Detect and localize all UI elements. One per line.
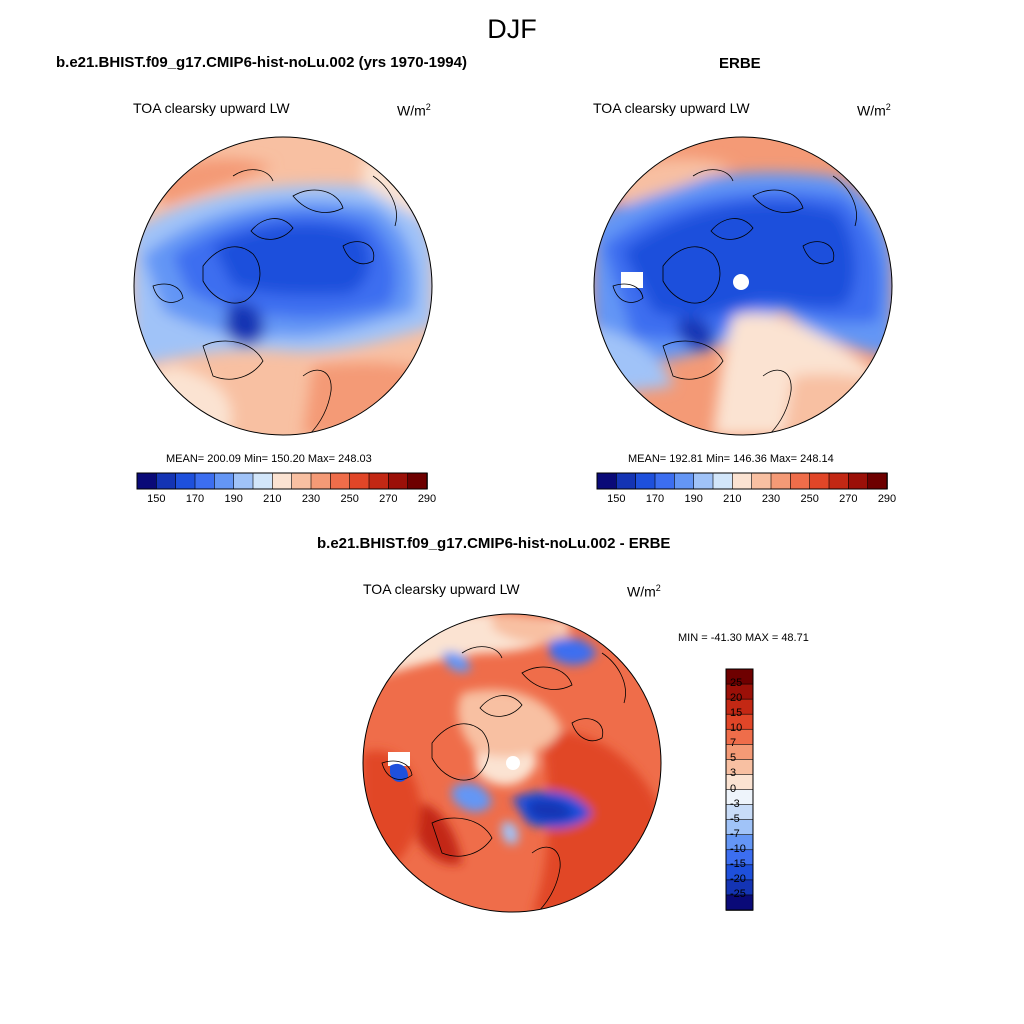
- panel-model-title: b.e21.BHIST.f09_g17.CMIP6-hist-noLu.002 …: [56, 54, 467, 71]
- panel-obs-colorbar-swatch: [674, 472, 695, 490]
- panel-obs-colorbar-swatch: [790, 472, 811, 490]
- panel-obs-colorbar-swatch: [770, 472, 792, 490]
- panel-diff-colorbar-tick-label: -3: [730, 797, 740, 810]
- panel-model-unit: W/m2: [397, 102, 431, 119]
- panel-obs-colorbar-swatch: [867, 472, 888, 490]
- panel-model-colorbar-tick-label: 170: [185, 493, 205, 505]
- panel-model-colorbar-swatch: [388, 472, 409, 490]
- panel-diff-map: [362, 613, 662, 913]
- panel-obs-colorbar-tick-label: 210: [723, 493, 742, 505]
- panel-model-colorbar-tick-label: 150: [147, 493, 166, 505]
- panel-diff-colorbar-tick-label: 10: [730, 722, 743, 735]
- panel-model-colorbar-swatch: [368, 472, 390, 490]
- panel-obs-colorbar-swatch: [809, 472, 830, 490]
- panel-obs-variable: TOA clearsky upward LW: [593, 100, 750, 116]
- panel-model-colorbar-swatch: [407, 472, 428, 490]
- panel-obs-colorbar-tick-label: 290: [877, 493, 897, 505]
- panel-model-colorbar-tick-label: 290: [417, 493, 437, 505]
- panel-diff-colorbar-tick-label: -10: [730, 842, 746, 855]
- panel-diff-colorbar-tick-label: 3: [730, 767, 737, 780]
- panel-obs-colorbar-tick-label: 250: [800, 493, 819, 505]
- panel-obs-colorbar-swatch: [616, 472, 637, 490]
- panel-model-colorbar-swatch: [156, 472, 177, 490]
- panel-obs-colorbar-swatch: [693, 472, 714, 490]
- panel-model-stats: MEAN= 200.09 Min= 150.20 Max= 248.03: [166, 453, 372, 465]
- panel-obs-colorbar-tick-label: 150: [607, 493, 626, 505]
- panel-model-colorbar-swatch: [310, 472, 332, 490]
- panel-model-map: [133, 136, 433, 436]
- panel-model-colorbar-tick-label: 230: [301, 493, 321, 505]
- main-title: DJF: [487, 14, 537, 44]
- panel-obs-colorbar-tick-label: 230: [761, 493, 781, 505]
- panel-obs-colorbar-swatch: [751, 472, 772, 490]
- panel-obs-colorbar-swatch: [596, 472, 618, 490]
- panel-obs-colorbar-tick-label: 270: [839, 493, 858, 505]
- panel-obs-colorbar-swatch: [828, 472, 850, 490]
- panel-diff-colorbar-tick-label: 25: [730, 677, 743, 690]
- panel-diff-colorbar-tick-label: -15: [730, 857, 746, 870]
- panel-obs-colorbar-swatch: [848, 472, 869, 490]
- panel-obs-colorbar-swatch: [712, 472, 734, 490]
- panel-model-colorbar-swatch: [194, 472, 216, 490]
- panel-model-colorbar-tick-label: 190: [224, 493, 243, 505]
- panel-diff-colorbar-tick-label: -20: [730, 872, 746, 885]
- panel-model-colorbar-swatch: [175, 472, 196, 490]
- panel-obs-colorbar: [596, 472, 888, 490]
- panel-diff-colorbar-tick-label: -7: [730, 827, 740, 840]
- panel-model-colorbar-swatch: [330, 472, 351, 490]
- panel-diff-colorbar: [725, 668, 754, 911]
- panel-diff-colorbar-tick-label: 20: [730, 692, 743, 705]
- panel-diff-colorbar-tick-label: 0: [730, 782, 737, 795]
- panel-diff-stats: MIN = -41.30 MAX = 48.71: [678, 632, 809, 644]
- panel-obs-colorbar-swatch: [654, 472, 676, 490]
- panel-diff-title: b.e21.BHIST.f09_g17.CMIP6-hist-noLu.002 …: [317, 535, 671, 552]
- panel-model-colorbar-swatch: [252, 472, 274, 490]
- panel-obs-colorbar-tick-label: 170: [645, 493, 665, 505]
- panel-diff-colorbar-tick-label: -25: [730, 887, 746, 900]
- panel-obs-colorbar-swatch: [732, 472, 753, 490]
- panel-diff-colorbar-tick-label: 5: [730, 752, 737, 765]
- panel-diff-unit: W/m2: [627, 583, 661, 600]
- panel-model-colorbar-swatch: [233, 472, 254, 490]
- panel-diff-variable: TOA clearsky upward LW: [363, 581, 520, 597]
- panel-model-colorbar-swatch: [136, 472, 158, 490]
- panel-diff-colorbar-tick-label: 7: [730, 737, 737, 750]
- panel-model-colorbar-swatch: [349, 472, 370, 490]
- panel-obs-stats: MEAN= 192.81 Min= 146.36 Max= 248.14: [628, 453, 834, 465]
- panel-model-colorbar: [136, 472, 428, 490]
- panel-diff-colorbar-tick-label: -5: [730, 812, 740, 825]
- panel-model-colorbar-tick-label: 250: [340, 493, 359, 505]
- panel-model-colorbar-tick-label: 270: [379, 493, 398, 505]
- panel-obs-colorbar-swatch: [635, 472, 656, 490]
- panel-diff-colorbar-tick-label: 15: [730, 707, 743, 720]
- panel-model-variable: TOA clearsky upward LW: [133, 100, 290, 116]
- panel-model-colorbar-swatch: [272, 472, 293, 490]
- panel-obs-title: ERBE: [719, 55, 761, 72]
- panel-obs-map: [593, 136, 893, 436]
- panel-model-colorbar-tick-label: 210: [263, 493, 282, 505]
- panel-obs-colorbar-tick-label: 190: [684, 493, 703, 505]
- panel-obs-unit: W/m2: [857, 102, 891, 119]
- panel-model-colorbar-swatch: [214, 472, 235, 490]
- panel-model-colorbar-swatch: [291, 472, 312, 490]
